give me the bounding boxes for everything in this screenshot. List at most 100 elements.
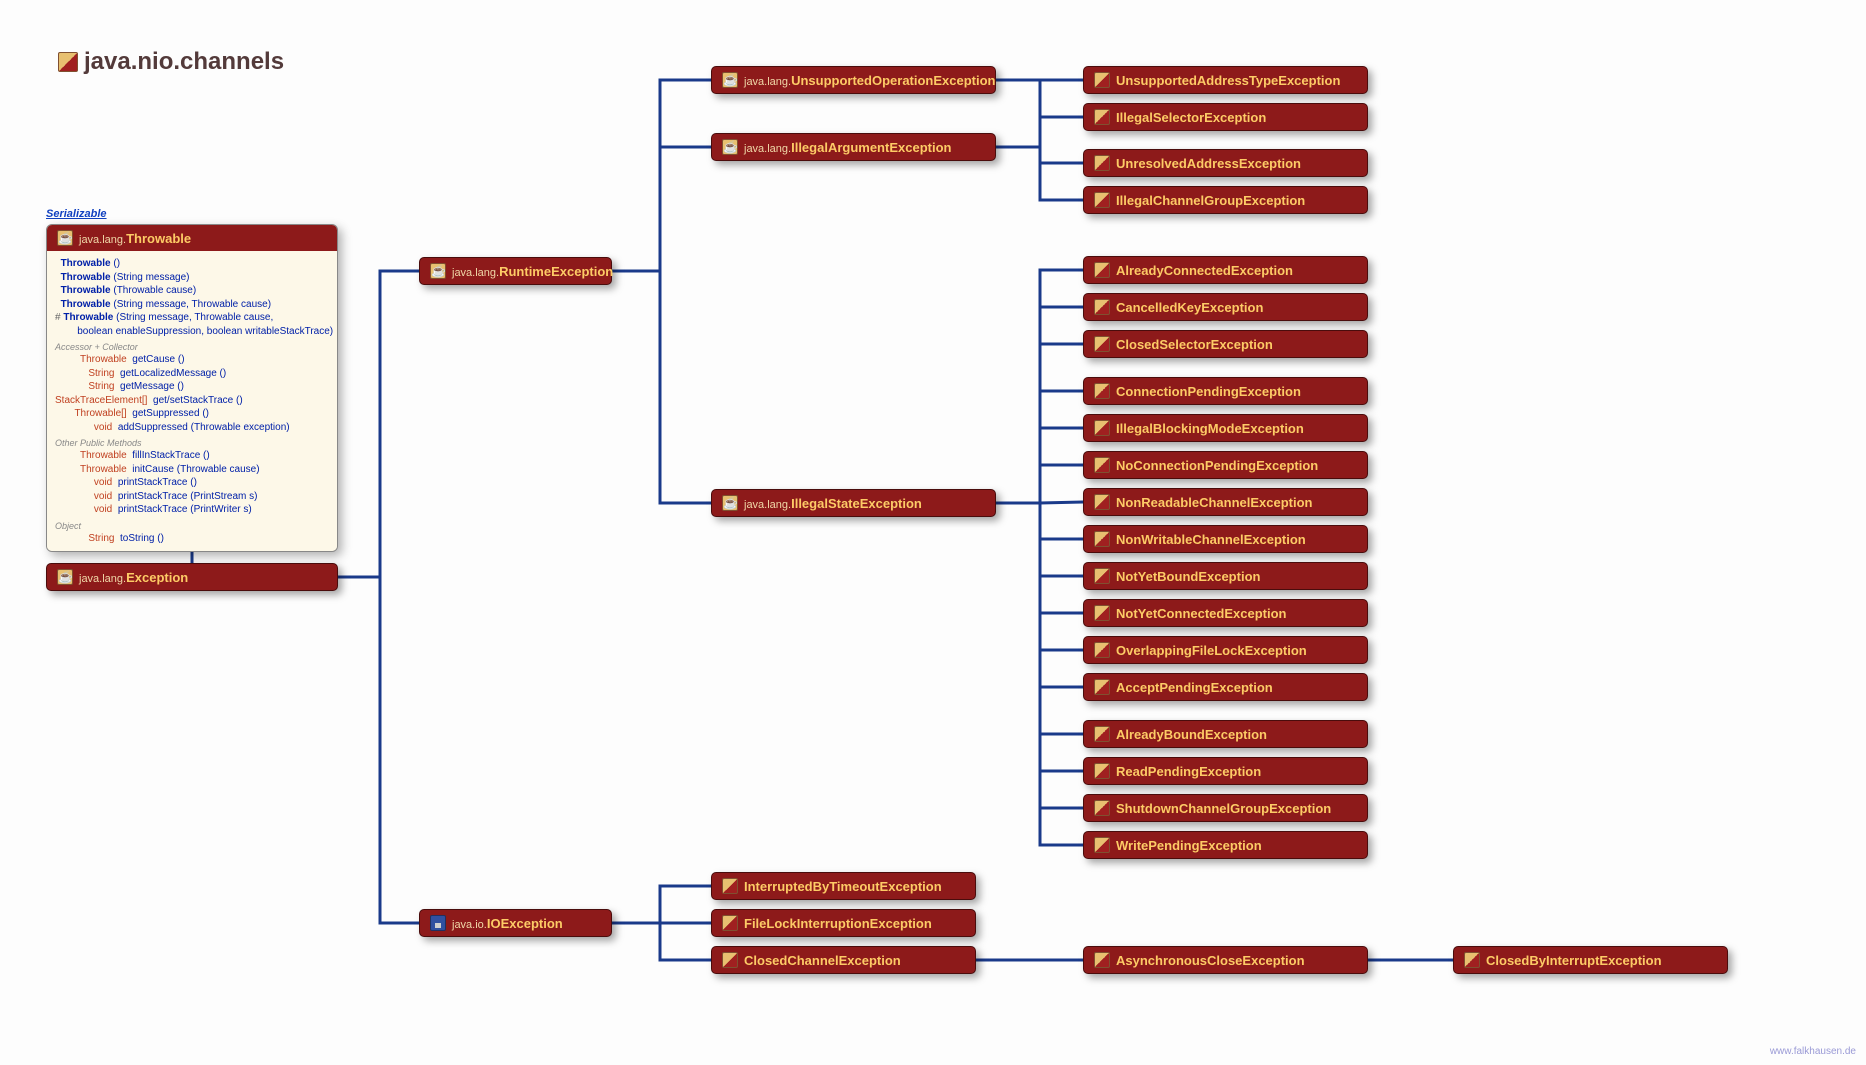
class-label: ClosedByInterruptException — [1486, 953, 1662, 968]
method-row: void printStackTrace (PrintWriter s) — [55, 503, 329, 517]
class-closedchan: ClosedChannelException — [711, 946, 976, 974]
class-label: ClosedSelectorException — [1116, 337, 1273, 352]
class-label: InterruptedByTimeoutException — [744, 879, 942, 894]
class-closedbyint: ClosedByInterruptException — [1453, 946, 1728, 974]
class-label: ConnectionPendingException — [1116, 384, 1301, 399]
accessor-row: Throwable[] getSuppressed () — [55, 407, 329, 421]
class-label: java.lang.Exception — [79, 570, 188, 585]
class-illegstate: java.lang.IllegalStateException — [711, 489, 996, 517]
class-notyetbound: NotYetBoundException — [1083, 562, 1368, 590]
class-noconnpend: NoConnectionPendingException — [1083, 451, 1368, 479]
pkg-icon — [1094, 336, 1110, 352]
pkg-icon — [1094, 952, 1110, 968]
section-label: Accessor + Collector — [55, 341, 329, 353]
pkg-icon — [1094, 494, 1110, 510]
class-ioexc: java.io.IOException — [419, 909, 612, 937]
class-illegblock: IllegalBlockingModeException — [1083, 414, 1368, 442]
class-label: NotYetConnectedException — [1116, 606, 1286, 621]
footer-link: www.falkhausen.de — [1770, 1046, 1856, 1057]
class-illegarg: java.lang.IllegalArgumentException — [711, 133, 996, 161]
pkg-icon — [1094, 72, 1110, 88]
class-connpend: ConnectionPendingException — [1083, 377, 1368, 405]
class-label: ReadPendingException — [1116, 764, 1261, 779]
class-alreadybound: AlreadyBoundException — [1083, 720, 1368, 748]
method-row: void printStackTrace (PrintStream s) — [55, 490, 329, 504]
accessor-row: String getLocalizedMessage () — [55, 367, 329, 381]
throwable-header: java.lang.Throwable — [47, 225, 337, 251]
class-label: FileLockInterruptionException — [744, 916, 932, 931]
class-label: java.io.IOException — [452, 916, 563, 931]
pkg-icon — [722, 952, 738, 968]
class-asyncclose: AsynchronousCloseException — [1083, 946, 1368, 974]
class-label: ClosedChannelException — [744, 953, 901, 968]
class-label: UnresolvedAddressException — [1116, 156, 1301, 171]
class-label: OverlappingFileLockException — [1116, 643, 1307, 658]
page-title: java.nio.channels — [58, 48, 284, 76]
disk-icon — [430, 915, 446, 931]
class-label: CancelledKeyException — [1116, 300, 1263, 315]
class-label: NonWritableChannelException — [1116, 532, 1306, 547]
throwable-body: Throwable () Throwable (String message) … — [47, 251, 337, 551]
class-label: IllegalSelectorException — [1116, 110, 1266, 125]
package-icon — [58, 52, 78, 72]
throwable-class-box: java.lang.Throwable Throwable () Throwab… — [46, 224, 338, 552]
class-cancelkey: CancelledKeyException — [1083, 293, 1368, 321]
pkg-icon — [1094, 679, 1110, 695]
cup-icon — [430, 263, 446, 279]
class-nonwrite: NonWritableChannelException — [1083, 525, 1368, 553]
class-label: NoConnectionPendingException — [1116, 458, 1318, 473]
cup-icon — [57, 569, 73, 585]
serializable-label: Serializable — [46, 208, 107, 220]
class-unresaddr: UnresolvedAddressException — [1083, 149, 1368, 177]
class-label: IllegalBlockingModeException — [1116, 421, 1304, 436]
cup-icon — [57, 230, 73, 246]
accessor-row: String getMessage () — [55, 380, 329, 394]
class-readpend: ReadPendingException — [1083, 757, 1368, 785]
method-row: Throwable initCause (Throwable cause) — [55, 463, 329, 477]
pkg-icon — [1094, 457, 1110, 473]
class-filelockint: FileLockInterruptionException — [711, 909, 976, 937]
class-illegchangrp: IllegalChannelGroupException — [1083, 186, 1368, 214]
class-label: java.lang.RuntimeException — [452, 264, 613, 279]
pkg-icon — [1094, 192, 1110, 208]
method-row: void printStackTrace () — [55, 476, 329, 490]
pkg-icon — [1094, 109, 1110, 125]
class-label: AcceptPendingException — [1116, 680, 1273, 695]
pkg-icon — [1464, 952, 1480, 968]
class-label: java.lang.IllegalStateException — [744, 496, 922, 511]
class-label: java.lang.UnsupportedOperationException — [744, 73, 996, 88]
section-label: Other Public Methods — [55, 437, 329, 449]
pkg-icon — [1094, 262, 1110, 278]
class-label: UnsupportedAddressTypeException — [1116, 73, 1340, 88]
pkg-icon — [1094, 763, 1110, 779]
constructor-row-cont: boolean enableSuppression, boolean writa… — [55, 325, 329, 339]
class-exception: java.lang.Exception — [46, 563, 338, 591]
class-label: WritePendingException — [1116, 838, 1262, 853]
class-unsupaddr: UnsupportedAddressTypeException — [1083, 66, 1368, 94]
cup-icon — [722, 495, 738, 511]
pkg-icon — [1094, 726, 1110, 742]
class-label: AlreadyConnectedException — [1116, 263, 1293, 278]
class-label: IllegalChannelGroupException — [1116, 193, 1305, 208]
class-unsupop: java.lang.UnsupportedOperationException — [711, 66, 996, 94]
pkg-icon — [1094, 420, 1110, 436]
class-notyetconn: NotYetConnectedException — [1083, 599, 1368, 627]
pkg-icon — [722, 915, 738, 931]
pkg-icon — [1094, 800, 1110, 816]
class-illegsel: IllegalSelectorException — [1083, 103, 1368, 131]
class-shutchangrp: ShutdownChannelGroupException — [1083, 794, 1368, 822]
class-alreadyconn: AlreadyConnectedException — [1083, 256, 1368, 284]
throwable-prefix: java.lang. — [79, 234, 126, 246]
class-label: NonReadableChannelException — [1116, 495, 1312, 510]
pkg-icon — [1094, 837, 1110, 853]
pkg-icon — [1094, 642, 1110, 658]
constructor-row: Throwable () — [55, 257, 329, 271]
accessor-row: void addSuppressed (Throwable exception) — [55, 421, 329, 435]
pkg-icon — [1094, 299, 1110, 315]
class-writepend: WritePendingException — [1083, 831, 1368, 859]
cup-icon — [722, 72, 738, 88]
title-text: java.nio.channels — [84, 48, 284, 76]
accessor-row: Throwable getCause () — [55, 353, 329, 367]
constructor-row: Throwable (Throwable cause) — [55, 284, 329, 298]
pkg-icon — [1094, 155, 1110, 171]
